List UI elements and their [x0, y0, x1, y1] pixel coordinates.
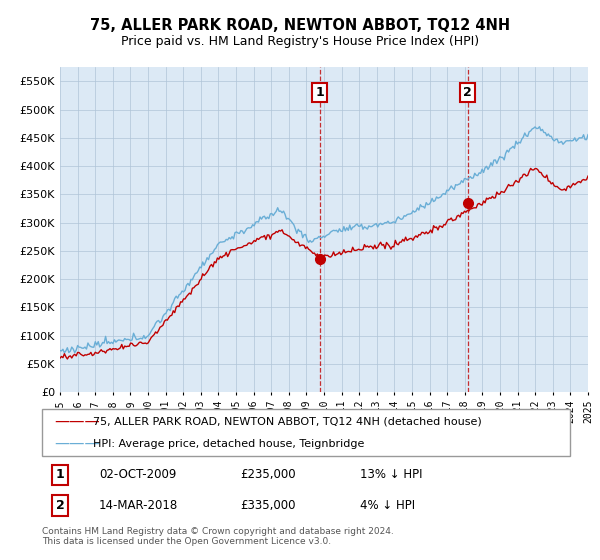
Text: HPI: Average price, detached house, Teignbridge: HPI: Average price, detached house, Teig…	[93, 438, 364, 449]
Text: 75, ALLER PARK ROAD, NEWTON ABBOT, TQ12 4NH: 75, ALLER PARK ROAD, NEWTON ABBOT, TQ12 …	[90, 18, 510, 32]
Text: Contains HM Land Registry data © Crown copyright and database right 2024.
This d: Contains HM Land Registry data © Crown c…	[42, 526, 394, 546]
Text: Price paid vs. HM Land Registry's House Price Index (HPI): Price paid vs. HM Land Registry's House …	[121, 35, 479, 49]
Text: 2: 2	[463, 86, 472, 99]
Text: £335,000: £335,000	[240, 499, 296, 512]
Text: 2: 2	[56, 499, 64, 512]
Text: 75, ALLER PARK ROAD, NEWTON ABBOT, TQ12 4NH (detached house): 75, ALLER PARK ROAD, NEWTON ABBOT, TQ12 …	[93, 416, 482, 426]
Text: 13% ↓ HPI: 13% ↓ HPI	[360, 468, 422, 482]
Text: ———: ———	[54, 414, 100, 428]
Text: £235,000: £235,000	[240, 468, 296, 482]
Text: ———: ———	[54, 436, 100, 451]
Text: 14-MAR-2018: 14-MAR-2018	[99, 499, 178, 512]
Text: 1: 1	[56, 468, 64, 482]
Text: 02-OCT-2009: 02-OCT-2009	[99, 468, 176, 482]
Text: 4% ↓ HPI: 4% ↓ HPI	[360, 499, 415, 512]
Text: 1: 1	[315, 86, 324, 99]
